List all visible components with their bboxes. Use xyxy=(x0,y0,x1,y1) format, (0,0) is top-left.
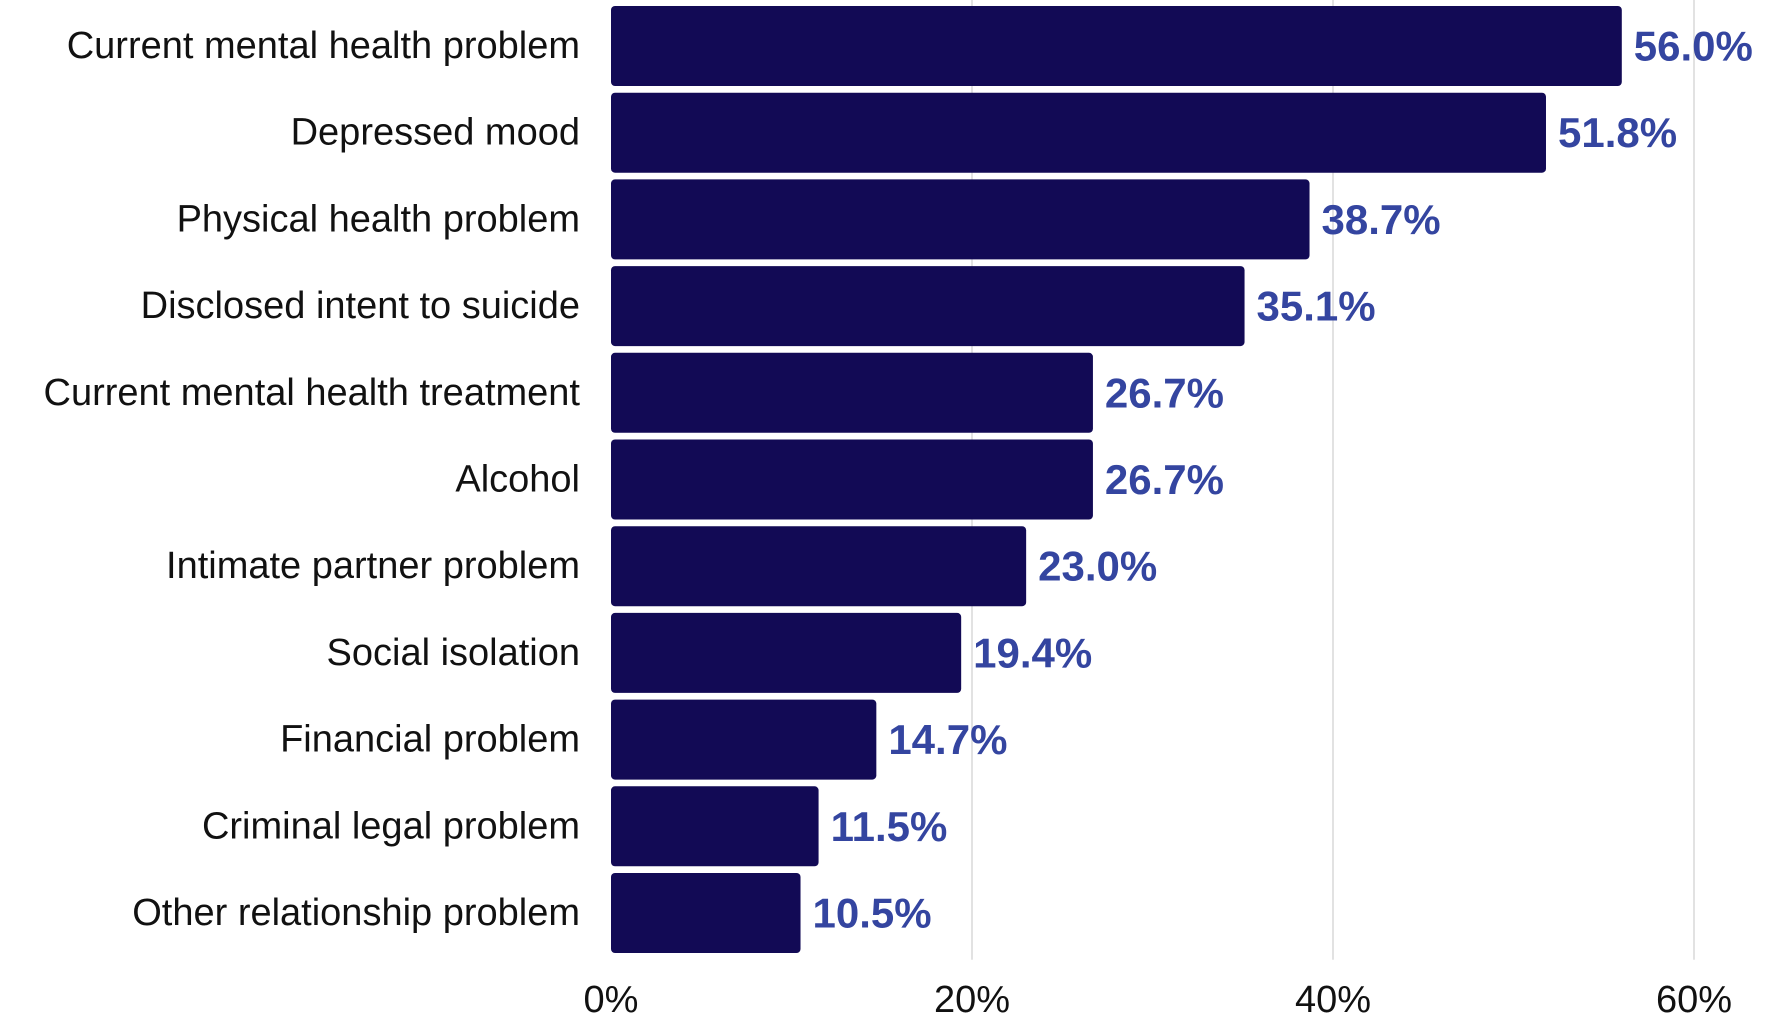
x-tick-label: 20% xyxy=(934,979,1010,1016)
value-label: 14.7% xyxy=(888,716,1007,763)
x-axis-tick-labels: 0% 20% 40% 60% xyxy=(584,979,1732,1016)
bar xyxy=(611,352,1093,433)
bar xyxy=(611,786,819,867)
category-label: Alcohol xyxy=(455,459,580,501)
category-label: Disclosed intent to suicide xyxy=(141,285,580,327)
bar xyxy=(611,439,1093,520)
value-label: 23.0% xyxy=(1038,543,1157,590)
bar xyxy=(611,526,1027,607)
value-label: 38.7% xyxy=(1322,196,1441,243)
value-label: 10.5% xyxy=(813,890,932,937)
category-label: Other relationship problem xyxy=(132,892,580,934)
x-tick-label: 60% xyxy=(1656,979,1732,1016)
x-tick-label: 0% xyxy=(584,979,639,1016)
bar xyxy=(611,266,1245,347)
category-label: Intimate partner problem xyxy=(166,545,580,587)
bar xyxy=(611,179,1310,260)
value-label: 26.7% xyxy=(1105,456,1224,503)
category-label: Current mental health treatment xyxy=(44,372,581,414)
category-label: Criminal legal problem xyxy=(202,805,580,847)
value-label: 35.1% xyxy=(1257,283,1376,330)
value-labels: 56.0% 51.8% 38.7% 35.1% 26.7% 26.7% 23.0% 19.4%… xyxy=(813,23,1753,937)
bar xyxy=(611,6,1622,86)
value-label: 51.8% xyxy=(1558,109,1677,156)
bar xyxy=(611,699,877,780)
x-tick-label: 40% xyxy=(1295,979,1371,1016)
category-label: Current mental health problem xyxy=(67,25,580,67)
bar xyxy=(611,873,801,953)
value-label: 11.5% xyxy=(831,803,948,850)
value-label: 26.7% xyxy=(1105,369,1224,416)
category-labels: Current mental health problem Depressed m… xyxy=(44,25,581,934)
value-label: 56.0% xyxy=(1634,23,1753,70)
bars xyxy=(611,6,1622,953)
bar xyxy=(611,92,1546,173)
category-label: Depressed mood xyxy=(291,112,580,154)
value-label: 19.4% xyxy=(973,629,1092,676)
bar xyxy=(611,612,962,693)
category-label: Physical health problem xyxy=(177,198,580,240)
category-label: Social isolation xyxy=(327,632,580,674)
category-label: Financial problem xyxy=(280,719,580,761)
